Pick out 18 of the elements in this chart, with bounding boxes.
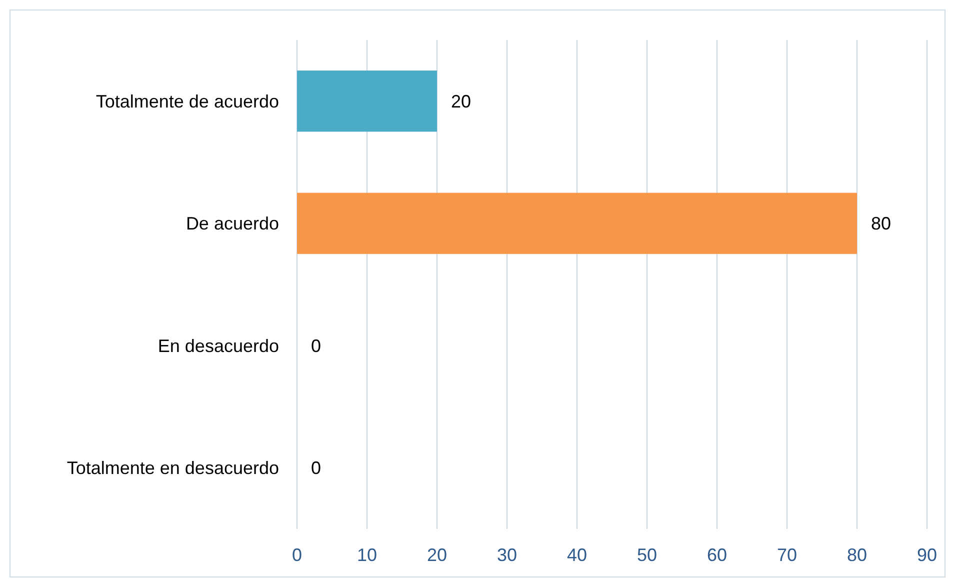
y-tick-label: Totalmente de acuerdo [96, 91, 279, 112]
x-tick-label: 50 [636, 545, 658, 565]
data-label: 0 [311, 458, 322, 478]
data-label: 0 [311, 336, 322, 356]
x-tick-label: 60 [706, 545, 728, 565]
x-tick-label: 40 [566, 545, 588, 565]
x-tick-label: 90 [916, 545, 938, 565]
x-tick-label: 80 [846, 545, 868, 565]
data-label: 80 [871, 214, 892, 234]
x-tick-label: 0 [292, 545, 302, 565]
x-tick-label: 20 [426, 545, 448, 565]
data-label: 20 [451, 91, 472, 112]
x-tick-label: 70 [776, 545, 798, 565]
y-tick-label: En desacuerdo [158, 336, 279, 356]
y-tick-label: De acuerdo [186, 214, 279, 234]
x-tick-label: 10 [356, 545, 378, 565]
x-tick-label: 30 [496, 545, 518, 565]
y-tick-label: Totalmente en desacuerdo [66, 458, 279, 478]
